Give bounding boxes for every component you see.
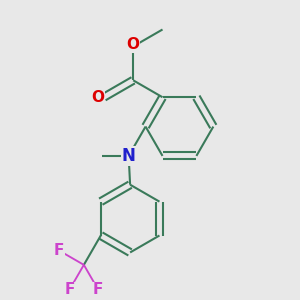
Text: F: F bbox=[64, 282, 75, 297]
Text: O: O bbox=[127, 38, 140, 52]
Text: O: O bbox=[91, 90, 104, 105]
Text: F: F bbox=[54, 243, 64, 258]
Text: N: N bbox=[122, 147, 136, 165]
Text: F: F bbox=[93, 282, 104, 297]
